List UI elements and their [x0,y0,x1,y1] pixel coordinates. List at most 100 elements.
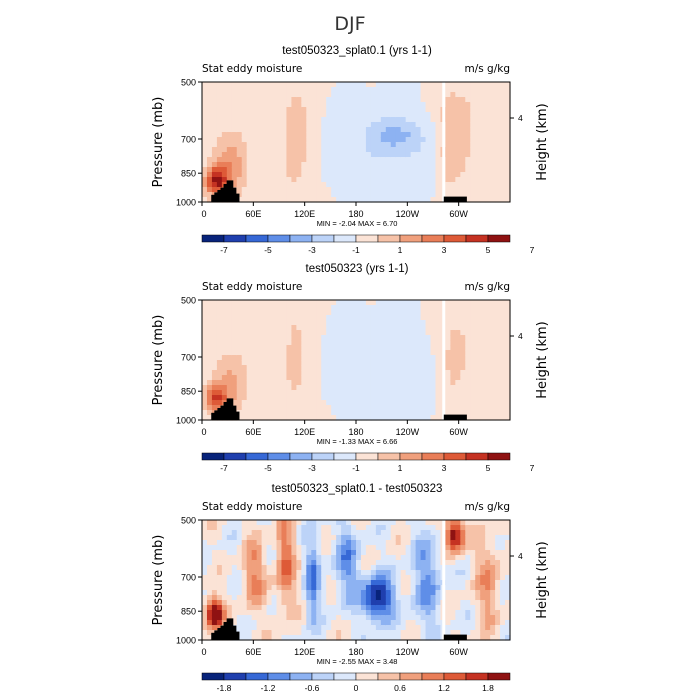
field-cell [455,545,461,551]
field-cell [301,162,307,168]
field-cell [356,550,362,556]
field-cell [202,340,208,346]
field-cell [301,605,307,611]
field-cell [251,92,258,98]
field-cell [326,540,332,546]
field-cell [450,360,456,366]
field-cell [296,550,302,556]
field-cell [390,595,397,601]
field-cell [415,390,422,396]
field-cell [326,82,332,88]
field-cell [271,370,278,376]
field-cell [241,390,248,396]
field-cell [410,375,417,381]
field-cell [331,325,337,331]
field-cell [326,410,332,416]
field-cell [276,360,283,366]
field-cell [500,305,506,311]
field-cell [460,137,466,143]
field-cell [256,132,263,138]
field-cell [470,635,476,641]
field-cell [256,375,263,381]
field-cell [351,385,357,391]
field-cell [370,540,377,546]
field-cell [346,365,352,371]
field-cell [500,610,506,616]
field-cell [400,565,407,571]
field-cell [246,560,253,566]
field-cell [326,580,332,586]
field-cell [390,590,397,596]
field-cell [202,122,208,128]
field-cell [341,340,347,346]
field-cell [420,385,427,391]
field-cell [331,137,337,143]
field-cell [241,415,248,421]
field-cell [326,320,332,326]
field-cell [435,127,442,133]
field-cell [341,197,347,203]
field-cell [375,350,382,356]
field-cell [500,102,506,108]
field-cell [331,112,337,118]
field-cell [221,112,228,118]
x-tick-label: 120E [294,647,315,657]
field-cell [430,410,437,416]
colorbar-label: -5 [264,245,272,255]
field-cell [450,87,456,93]
field-cell [236,375,243,381]
field-cell [356,585,362,591]
field-cell [261,620,268,626]
field-cell [400,540,407,546]
field-cell [306,375,312,381]
field-cell [435,600,442,606]
field-cell [331,385,337,391]
field-cell [505,390,511,396]
field-cell [291,405,297,411]
field-cell [321,410,327,416]
field-cell [236,395,243,401]
colorbar-swatch [223,234,247,243]
field-cell [306,172,312,178]
colorbar-swatch [333,672,357,681]
field-cell [211,102,218,108]
field-cell [430,555,437,561]
colorbar-swatch [377,672,401,681]
field-cell [425,380,432,386]
field-cell [281,415,288,421]
field-cell [351,415,357,421]
field-cell [221,550,228,556]
field-cell [276,385,283,391]
field-cell [286,370,293,376]
field-cell [241,305,248,311]
field-cell [271,525,278,531]
field-cell [480,385,486,391]
field-cell [256,167,263,173]
field-cell [435,410,442,416]
field-cell [271,147,278,153]
field-cell [400,330,407,336]
field-cell [266,365,273,371]
field-cell [410,390,417,396]
field-cell [316,107,322,113]
field-cell [341,112,347,118]
field-cell [445,360,451,366]
field-cell [495,315,501,321]
field-cell [296,122,302,128]
field-cell [430,355,437,361]
field-cell [380,162,387,168]
field-cell [336,335,342,341]
field-cell [231,107,238,113]
field-cell [375,375,382,381]
field-cell [410,167,417,173]
field-cell [390,122,397,128]
field-cell [321,545,327,551]
field-cell [485,177,491,183]
field-cell [236,330,243,336]
field-cell [301,415,307,421]
field-cell [331,132,337,138]
field-cell [246,182,253,188]
field-cell [505,620,511,626]
field-cell [420,310,427,316]
field-cell [326,192,332,198]
